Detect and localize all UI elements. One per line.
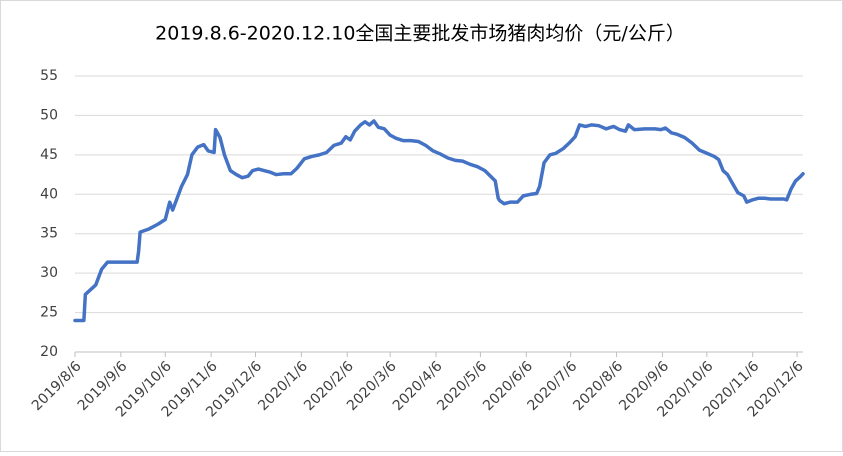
y-tick-label: 30 bbox=[40, 265, 58, 281]
y-tick-label: 20 bbox=[40, 344, 58, 360]
y-tick-label: 45 bbox=[40, 147, 58, 163]
y-tick-label: 50 bbox=[40, 107, 58, 123]
y-tick-label: 55 bbox=[40, 68, 58, 84]
y-tick-label: 35 bbox=[40, 226, 58, 242]
y-tick-label: 40 bbox=[40, 186, 58, 202]
data-line bbox=[73, 119, 805, 323]
chart-title: 2019.8.6-2020.12.10全国主要批发市场猪肉均价（元/公斤） bbox=[155, 23, 685, 45]
y-tick-label: 25 bbox=[40, 305, 58, 321]
